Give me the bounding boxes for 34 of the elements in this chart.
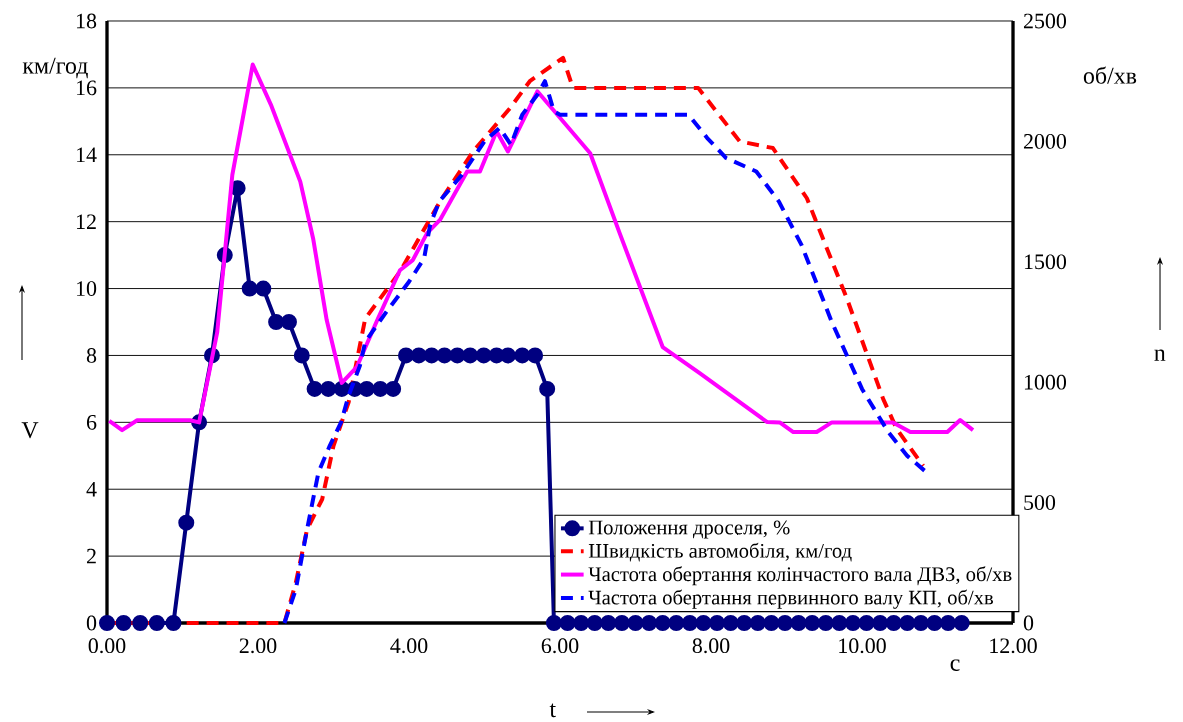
y-tick-label: 10 xyxy=(76,281,97,296)
x-axis-title: t xyxy=(549,703,556,718)
y2-tick-label: 0 xyxy=(1023,615,1034,631)
y-tick-label: 16 xyxy=(76,80,97,96)
y2-tick-label: 2000 xyxy=(1023,133,1067,149)
text: км/год xyxy=(22,57,88,79)
legend-label: Швидкість автомобіля, км/год xyxy=(588,542,852,562)
line-series xyxy=(107,62,975,435)
text: об/хв xyxy=(1083,66,1137,84)
x-tick-label: 6.00 xyxy=(541,638,579,654)
x-tick-label: 12.00 xyxy=(990,638,1037,654)
x-tick-label: 4.00 xyxy=(390,638,428,654)
y-tick-label: 0 xyxy=(86,615,97,631)
y2-tick-label: 500 xyxy=(1024,495,1056,510)
y-tick-label: 2 xyxy=(86,548,96,564)
x-tick-label: 10.00 xyxy=(839,638,886,654)
y2-tick-label: 1500 xyxy=(1024,254,1067,270)
text: с xyxy=(950,659,960,671)
legend-label: Частота обертання колінчастого вала ДВЗ, об/хв xyxy=(588,566,1012,586)
y-tick-label: 8 xyxy=(86,348,97,363)
y-tick-label: 12 xyxy=(76,214,96,229)
y-tick-label: 4 xyxy=(86,482,97,497)
y-axis-title: V xyxy=(21,422,39,439)
y-tick-label: 18 xyxy=(76,13,97,29)
x-tick-label: 0.00 xyxy=(88,638,126,654)
y2-tick-label: 1000 xyxy=(1024,374,1067,390)
y-tick-label: 14 xyxy=(76,147,97,163)
x-tick-label: 8.00 xyxy=(692,638,730,654)
legend-label: Положення дроселя, % xyxy=(588,520,790,539)
x-tick-label: 2.00 xyxy=(239,638,277,654)
y2-axis-title: n xyxy=(1154,349,1166,361)
y2-tick-label: 2500 xyxy=(1023,13,1067,29)
legend-label: Частота обертання первинного валу КП, об/хв xyxy=(588,589,994,609)
y-tick-label: 6 xyxy=(86,414,97,430)
